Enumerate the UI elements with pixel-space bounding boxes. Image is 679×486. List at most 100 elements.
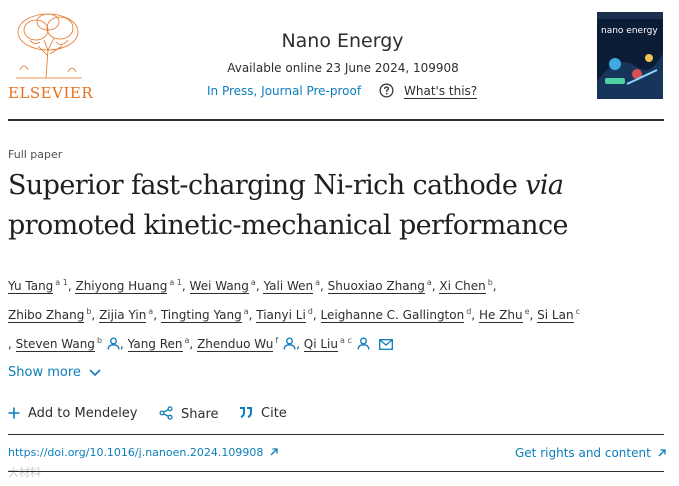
person-icon[interactable] (357, 337, 370, 350)
author-separator: , (492, 279, 497, 293)
author-name[interactable]: Shuoxiao Zhang (327, 279, 425, 294)
external-link-icon (658, 449, 666, 457)
author-item: Steven Wang b, (15, 336, 128, 352)
rights-text: Get rights and content (515, 446, 651, 460)
cover-title: nano energy (601, 26, 658, 36)
whats-this-link[interactable]: What's this? (404, 84, 478, 99)
cover-art (597, 12, 663, 99)
person-icon[interactable] (107, 337, 120, 350)
author-separator: , (471, 308, 479, 322)
author-separator: , (153, 308, 161, 322)
elsevier-wordmark: ELSEVIER (8, 84, 94, 102)
mail-icon[interactable] (378, 339, 393, 350)
author-affiliation[interactable]: a (148, 307, 154, 316)
author-name[interactable]: Zijia Yin (99, 308, 147, 323)
author-item: Yang Ren a, (127, 336, 198, 352)
author-affiliation[interactable]: c (575, 307, 580, 316)
author-item: Tianyi Li d, (256, 307, 321, 323)
elsevier-logo[interactable]: ELSEVIER (8, 10, 94, 102)
author-name[interactable]: Leighanne C. Gallington (320, 308, 465, 323)
elsevier-tree-icon (16, 13, 82, 79)
title-text-1: Superior fast-charging Ni-rich cathode (8, 170, 526, 201)
author-affiliation[interactable]: a (250, 278, 256, 287)
author-item: Xi Chen b, (439, 278, 497, 294)
author-affiliation[interactable]: a 1 (55, 278, 68, 287)
watermark: 大材料 (8, 466, 41, 479)
author-affiliation[interactable]: b (86, 307, 92, 316)
chevron-down-icon (89, 369, 101, 377)
author-affiliation[interactable]: e (524, 307, 530, 316)
author-affiliation[interactable]: a (315, 278, 321, 287)
author-name[interactable]: Xi Chen (439, 279, 486, 294)
doi-divider-top (8, 434, 664, 435)
author-affiliation[interactable]: a 1 (169, 278, 182, 287)
author-separator: , (529, 308, 538, 322)
plus-icon (8, 407, 20, 419)
share-icon (159, 406, 173, 420)
help-icon[interactable] (379, 83, 394, 98)
external-link-icon (270, 448, 278, 456)
author-name[interactable]: Yali Wen (263, 279, 314, 294)
author-name[interactable]: Yu Tang (8, 279, 54, 294)
author-affiliation[interactable]: b (487, 278, 493, 287)
title-text-2: promoted kinetic-mechanical performance (8, 210, 568, 241)
doi-divider-bottom (8, 471, 664, 472)
author-affiliation[interactable]: f (275, 336, 279, 345)
doi-text: https://doi.org/10.1016/j.nanoen.2024.10… (8, 446, 264, 459)
author-separator: , (120, 337, 128, 351)
author-item: Si Lan c (537, 307, 580, 323)
author-item: Shuoxiao Zhang a, (327, 278, 440, 294)
author-affiliation[interactable]: d (307, 307, 313, 316)
share-button[interactable]: Share (159, 406, 219, 422)
author-affiliation[interactable]: a (184, 336, 190, 345)
author-name[interactable]: He Zhu (478, 308, 523, 323)
author-item: Zhibo Zhang b, (8, 307, 99, 323)
author-name[interactable]: Wei Wang (189, 279, 249, 294)
author-affiliation[interactable]: a (243, 307, 249, 316)
author-separator: , (255, 279, 264, 293)
author-item: Leighanne C. Gallington d, (320, 307, 479, 323)
person-icon[interactable] (283, 337, 296, 350)
journal-title[interactable]: Nano Energy (281, 30, 404, 52)
show-more-button[interactable]: Show more (8, 365, 101, 380)
in-press-link[interactable]: In Press, Journal Pre-proof (207, 84, 362, 98)
author-item: Zijia Yin a, (99, 307, 161, 323)
author-separator: , (67, 279, 76, 293)
cite-button[interactable]: Cite (239, 406, 287, 421)
author-item: Yu Tang a 1, (8, 278, 76, 294)
author-item: Qi Liu a c (303, 336, 393, 352)
author-separator: , (248, 308, 257, 322)
show-more-label: Show more (8, 365, 81, 380)
author-affiliation[interactable]: a c (340, 336, 352, 345)
author-item: Wei Wang a, (189, 278, 264, 294)
author-name[interactable]: Qi Liu (303, 337, 338, 352)
add-to-mendeley-button[interactable]: Add to Mendeley (8, 406, 138, 421)
author-name[interactable]: Zhibo Zhang (8, 308, 85, 323)
share-label: Share (181, 407, 219, 422)
author-item: Zhiyong Huang a 1, (75, 278, 189, 294)
author-separator: , (189, 337, 198, 351)
doi-link[interactable]: https://doi.org/10.1016/j.nanoen.2024.10… (8, 446, 279, 459)
author-name[interactable]: Zhiyong Huang (75, 279, 168, 294)
rights-link[interactable]: Get rights and content (515, 446, 667, 460)
journal-cover-image[interactable]: nano energy (597, 12, 663, 99)
author-name[interactable]: Tingting Yang (160, 308, 242, 323)
article-type: Full paper (8, 148, 63, 161)
availability-date: Available online 23 June 2024, 109908 (227, 61, 459, 75)
add-mendeley-label: Add to Mendeley (28, 406, 138, 421)
author-affiliation[interactable]: d (466, 307, 472, 316)
author-name[interactable]: Steven Wang (15, 337, 95, 352)
author-affiliation[interactable]: a (426, 278, 432, 287)
quote-icon (240, 407, 252, 418)
header-divider (8, 119, 664, 121)
author-item: Zhenduo Wu f, (197, 336, 304, 352)
author-separator: , (296, 337, 304, 351)
author-affiliation[interactable]: b (96, 336, 103, 345)
author-name[interactable]: Si Lan (537, 308, 574, 323)
author-separator: , (312, 308, 321, 322)
author-name[interactable]: Tianyi Li (256, 308, 306, 323)
author-separator: , (431, 279, 440, 293)
article-title: Superior fast-charging Ni-rich cathode v… (8, 166, 664, 246)
author-name[interactable]: Yang Ren (127, 337, 183, 352)
author-name[interactable]: Zhenduo Wu (197, 337, 274, 352)
